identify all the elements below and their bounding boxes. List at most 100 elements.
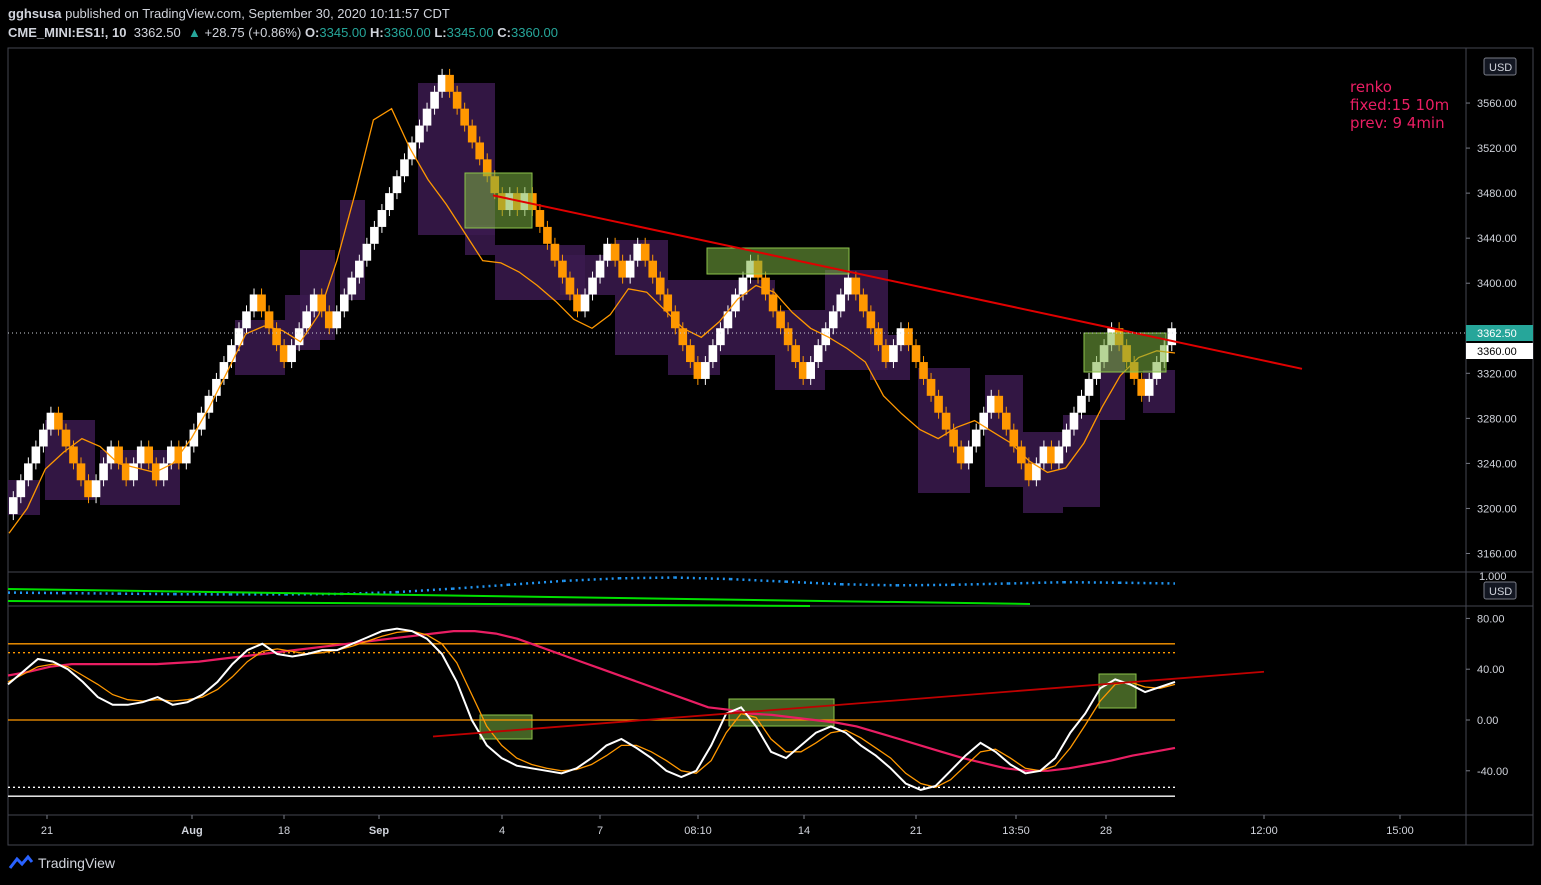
renko-brick [415, 125, 424, 143]
green-line-2 [7, 600, 811, 607]
renko-brick [708, 345, 718, 363]
blue-dotted-segment [619, 576, 675, 580]
renko-brick [904, 328, 913, 346]
highlight-box [1083, 332, 1167, 373]
blue-dotted-segment [730, 577, 787, 583]
renko-brick [543, 226, 552, 244]
renko-brick [558, 260, 567, 278]
renko-brick [979, 412, 989, 430]
currency-badge-mid [1483, 581, 1517, 600]
high-label: H: [370, 25, 384, 40]
renko-brick [129, 463, 138, 481]
renko-brick [1062, 429, 1071, 447]
high-value: 3360.00 [383, 25, 431, 40]
time-tick-label: 21 [910, 825, 922, 837]
price-tick-label: 3480.00 [1477, 188, 1517, 200]
renko-brick [595, 260, 605, 278]
renko-brick [588, 277, 597, 295]
price-tick-label: 3400.00 [1477, 278, 1517, 290]
blue-dotted-segment [63, 591, 120, 595]
osc-tick-label: 80.00 [1477, 613, 1505, 625]
trendlines [8, 194, 1466, 370]
annotation-line-3: prev: 9 4min [1350, 114, 1445, 132]
renko-brick [776, 311, 785, 329]
renko-brick [663, 294, 673, 312]
renko-brick [1167, 328, 1177, 346]
renko-brick [182, 446, 191, 464]
renko-brick [400, 159, 409, 177]
time-tick-label: 08:10 [684, 825, 712, 837]
renko-brick [550, 243, 560, 261]
osc-tick-label: 40.00 [1477, 664, 1505, 676]
renko-brick [9, 497, 18, 515]
renko-brick [467, 125, 477, 143]
renko-brick [279, 345, 289, 363]
blue-dotted-segment [508, 579, 564, 587]
time-tick-label: 13:50 [1002, 825, 1030, 837]
renko-brick [39, 429, 48, 447]
renko-brick [1009, 429, 1019, 447]
time-tick-label: 28 [1100, 825, 1112, 837]
renko-brick [1017, 446, 1026, 464]
blue-dotted-segment [7, 591, 64, 595]
price-tick-label: 3440.00 [1477, 233, 1517, 245]
renko-brick [159, 463, 169, 481]
renko-brick [828, 311, 838, 329]
renko-brick [460, 108, 469, 126]
price-tick-label: 3320.00 [1477, 368, 1517, 380]
green-line-1 [7, 588, 1031, 605]
renko-brick [309, 294, 319, 312]
open-value: 3345.00 [319, 25, 367, 40]
renko-brick [648, 260, 658, 278]
last-price: 3362.50 [133, 25, 181, 40]
renko-brick [121, 463, 131, 481]
blue-dotted-segment [1063, 580, 1120, 584]
renko-brick [573, 294, 582, 312]
renko-brick [317, 294, 327, 312]
renko-brick [986, 395, 996, 413]
renko-brick [565, 277, 575, 295]
symbol-label[interactable]: CME_MINI:ES1!, 10 [8, 25, 127, 40]
time-tick-label: 12:00 [1250, 825, 1278, 837]
signal-line [7, 630, 1176, 772]
renko-brick [69, 446, 78, 464]
time-tick-label: 14 [798, 825, 810, 837]
renko-brick [76, 463, 86, 481]
renko-brick [678, 328, 688, 346]
publisher-name: gghsusa [8, 6, 62, 21]
renko-brick [106, 446, 116, 464]
renko-brick [911, 345, 921, 363]
highlight-box [464, 172, 533, 229]
renko-brick [257, 294, 266, 312]
renko-brick [618, 260, 627, 278]
zone-boxes [8, 83, 1175, 515]
renko-brick [956, 446, 966, 464]
price-tick-label: 3560.00 [1477, 98, 1517, 110]
blue-dotted-segment [1008, 580, 1064, 585]
blue-dotted-segment [1119, 581, 1176, 585]
renko-brick [61, 429, 71, 447]
renko-brick [821, 328, 831, 346]
renko-brick [91, 480, 101, 498]
publish-info: gghsusa published on TradingView.com, Se… [8, 6, 450, 21]
renko-brick [54, 412, 63, 430]
blue-dotted-segment [674, 576, 731, 581]
renko-brick [949, 429, 958, 447]
renko-brick [347, 277, 357, 295]
oscillator-pane [7, 627, 1265, 797]
tradingview-logo-icon [8, 854, 34, 869]
renko-brick [1144, 378, 1154, 396]
oscillator-trendline [432, 670, 1265, 738]
footer-brand[interactable]: TradingView [8, 854, 115, 872]
renko-brick [1047, 446, 1056, 464]
blue-dotted-segment [119, 592, 175, 596]
last-price-tag [1466, 325, 1533, 341]
renko-brick [971, 429, 981, 447]
time-tick-label: 7 [597, 825, 603, 837]
brand-name: TradingView [38, 855, 116, 871]
osc-tick-label: -40.00 [1477, 766, 1508, 778]
renko-brick [866, 311, 876, 329]
renko-brick [272, 328, 281, 346]
axes: 3160.00 3200.00 3240.00 3280.00 3320.00 3360.… [41, 57, 1533, 837]
